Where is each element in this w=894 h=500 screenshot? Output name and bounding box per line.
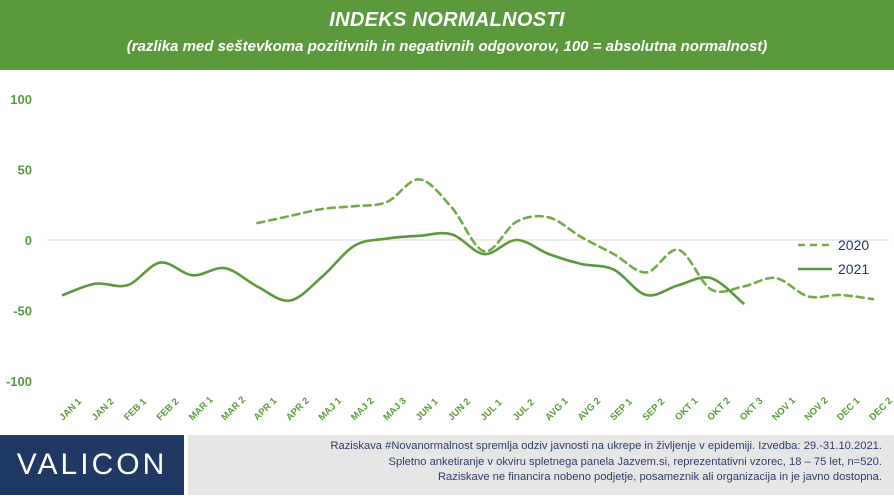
x-tick-label: OKT 3 [738, 396, 766, 424]
x-tick-label: MAR 2 [219, 394, 248, 423]
x-tick-label: JUN 2 [446, 396, 473, 423]
x-tick-label: MAJ 3 [381, 396, 409, 424]
legend-label: 2020 [838, 237, 869, 253]
x-tick-label: MAR 1 [187, 394, 216, 423]
x-tick-label: OKT 2 [705, 396, 733, 424]
y-tick-label: 0 [25, 233, 32, 248]
x-tick-label: JUN 1 [414, 396, 441, 423]
x-tick-label: FEB 2 [155, 396, 182, 423]
x-tick-label: DEC 1 [835, 395, 863, 423]
footer-notes: Raziskava #Novanormalnost spremlja odziv… [188, 435, 894, 495]
chart-subtitle: (razlika med seštevkoma pozitivnih in ne… [126, 38, 768, 55]
legend-label: 2021 [838, 261, 869, 277]
series-line-2021 [61, 231, 745, 305]
x-tick-label: APR 1 [252, 395, 280, 423]
footer-note-line: Raziskave ne financira nobeno podjetje, … [437, 471, 882, 483]
x-tick-label: JAN 1 [57, 396, 84, 423]
x-tick-label: JUL 1 [479, 397, 505, 423]
series-line-2020 [256, 178, 875, 301]
x-tick-label: AVG 1 [543, 395, 571, 423]
x-tick-label: APR 2 [284, 396, 312, 424]
x-tick-label: SEP 1 [608, 396, 635, 423]
x-tick-label: JUL 2 [511, 397, 537, 423]
x-tick-label: NOV 1 [770, 395, 798, 423]
x-tick-label: MAJ 2 [349, 396, 377, 424]
x-tick-label: DEC 2 [867, 396, 894, 424]
x-tick-label: JAN 2 [90, 396, 117, 423]
valicon-logo: VALICON [0, 435, 184, 495]
x-tick-label: NOV 2 [803, 395, 831, 423]
footer-note-line: Spletno anketiranje v okviru spletnega p… [388, 455, 882, 468]
y-tick-label: 100 [10, 92, 32, 107]
title-banner: INDEKS NORMALNOSTI (razlika med seštevko… [0, 0, 894, 70]
x-tick-label: SEP 2 [641, 396, 668, 423]
x-tick-label: FEB 1 [122, 396, 149, 423]
x-tick-label: AVG 2 [576, 396, 603, 423]
y-tick-label: -50 [13, 304, 32, 319]
footer-note-line: Raziskava #Novanormalnost spremlja odziv… [330, 440, 882, 452]
y-tick-label: 50 [18, 163, 32, 178]
y-tick-label: -100 [6, 374, 32, 389]
x-tick-label: OKT 1 [673, 395, 701, 423]
chart-title: INDEKS NORMALNOSTI [329, 9, 565, 31]
x-tick-label: MAJ 1 [317, 395, 345, 423]
